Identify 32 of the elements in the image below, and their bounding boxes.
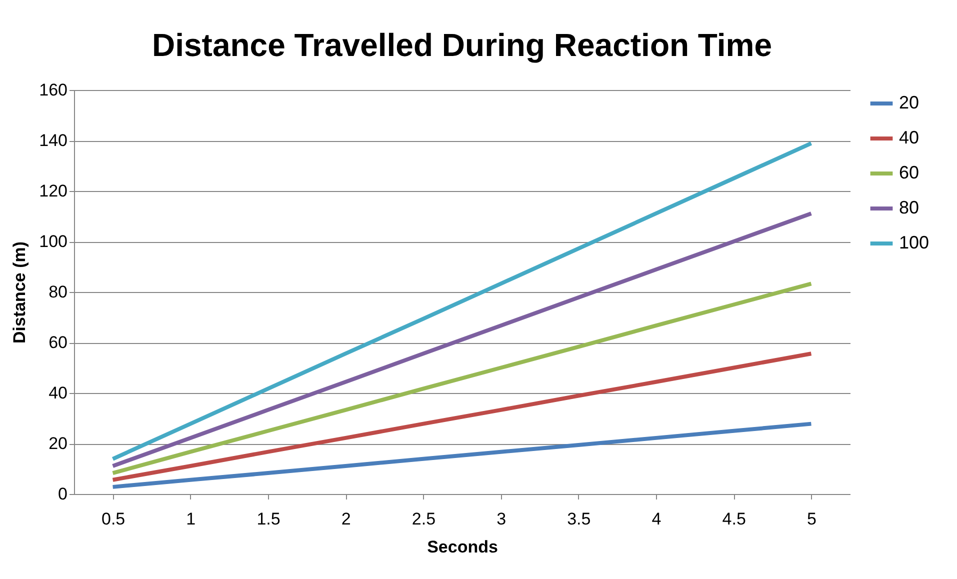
x-tick-label: 4 xyxy=(652,510,662,528)
legend-label: 40 xyxy=(899,128,920,148)
x-tick-label: 1 xyxy=(186,510,196,528)
y-tick-label: 100 xyxy=(39,232,68,251)
legend-label: 20 xyxy=(899,92,920,112)
y-tick-label: 0 xyxy=(58,484,68,504)
x-tick-label: 2.5 xyxy=(412,510,436,528)
line-series xyxy=(110,422,814,489)
y-tick-label: 40 xyxy=(48,384,68,402)
x-tick-label: 4.5 xyxy=(722,510,746,528)
y-tick-label: 60 xyxy=(48,333,68,352)
legend-label: 80 xyxy=(899,198,920,218)
x-tick-label: 1.5 xyxy=(256,510,280,528)
line-series xyxy=(110,211,814,468)
legend-label: 60 xyxy=(899,162,920,182)
y-tick-label: 80 xyxy=(48,282,68,302)
chart-title: Distance Travelled During Reaction Time xyxy=(152,27,772,63)
x-tick-label: 0.5 xyxy=(101,510,126,528)
x-axis-title: Seconds xyxy=(427,538,498,556)
y-tick-label: 20 xyxy=(48,434,68,453)
y-tick-label: 140 xyxy=(39,131,68,150)
line-series xyxy=(110,141,814,461)
y-axis-title: Distance (m) xyxy=(10,241,30,344)
line-series xyxy=(110,282,814,476)
x-tick-label: 5 xyxy=(806,510,816,528)
x-tick-label: 3.5 xyxy=(567,510,591,528)
y-tick-label: 120 xyxy=(39,182,68,200)
x-tick-label: 3 xyxy=(496,510,506,528)
legend-label: 100 xyxy=(899,232,930,252)
x-tick-label: 2 xyxy=(341,510,351,528)
y-tick-label: 160 xyxy=(39,80,68,100)
line-series xyxy=(110,352,814,482)
